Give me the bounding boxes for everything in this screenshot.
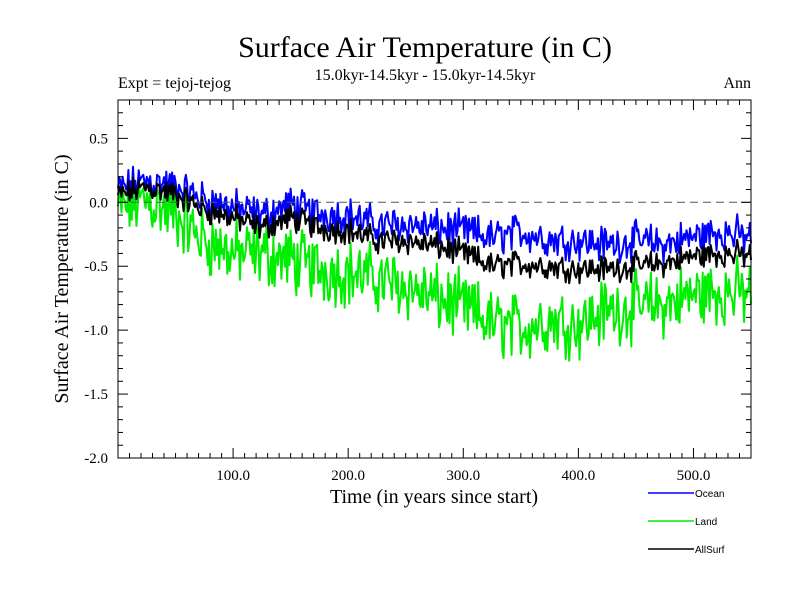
series-line-land bbox=[117, 170, 752, 362]
time-range-label: 15.0kyr-14.5kyr - 15.0kyr-14.5kyr bbox=[315, 67, 536, 84]
x-tick-label: 400.0 bbox=[561, 468, 595, 484]
series-line-ocean bbox=[117, 165, 752, 265]
legend-label-ocean: Ocean bbox=[695, 489, 724, 500]
legend-label-land: Land bbox=[695, 517, 717, 528]
x-tick-label: 300.0 bbox=[446, 468, 480, 484]
y-tick-label: -1.0 bbox=[84, 323, 108, 339]
season-label: Ann bbox=[723, 75, 751, 92]
x-tick-label: 500.0 bbox=[677, 468, 711, 484]
y-tick-label: -2.0 bbox=[84, 451, 108, 467]
axis-ticks: 100.0 200.0 300.0 400.0 500.0 -2.0 -1.5 -1.0 -0.… bbox=[84, 100, 751, 484]
legend-label-allsurf: AllSurf bbox=[695, 545, 725, 556]
series-layer bbox=[117, 165, 752, 362]
x-tick-label: 200.0 bbox=[331, 468, 365, 484]
y-tick-label: -0.5 bbox=[84, 259, 108, 275]
y-axis-label: Surface Air Temperature (in C) bbox=[51, 154, 73, 403]
x-axis-label: Time (in years since start) bbox=[330, 486, 538, 508]
x-tick-label: 100.0 bbox=[216, 468, 250, 484]
y-tick-label: -1.5 bbox=[84, 387, 108, 403]
experiment-label: Expt = tejoj-tejog bbox=[118, 75, 231, 92]
y-tick-label: 0.5 bbox=[89, 131, 108, 147]
chart-title: Surface Air Temperature (in C) bbox=[238, 31, 612, 64]
legend: Ocean Land AllSurf bbox=[648, 489, 725, 556]
series-line-allsurf bbox=[117, 177, 752, 285]
y-tick-label: 0.0 bbox=[89, 195, 108, 211]
